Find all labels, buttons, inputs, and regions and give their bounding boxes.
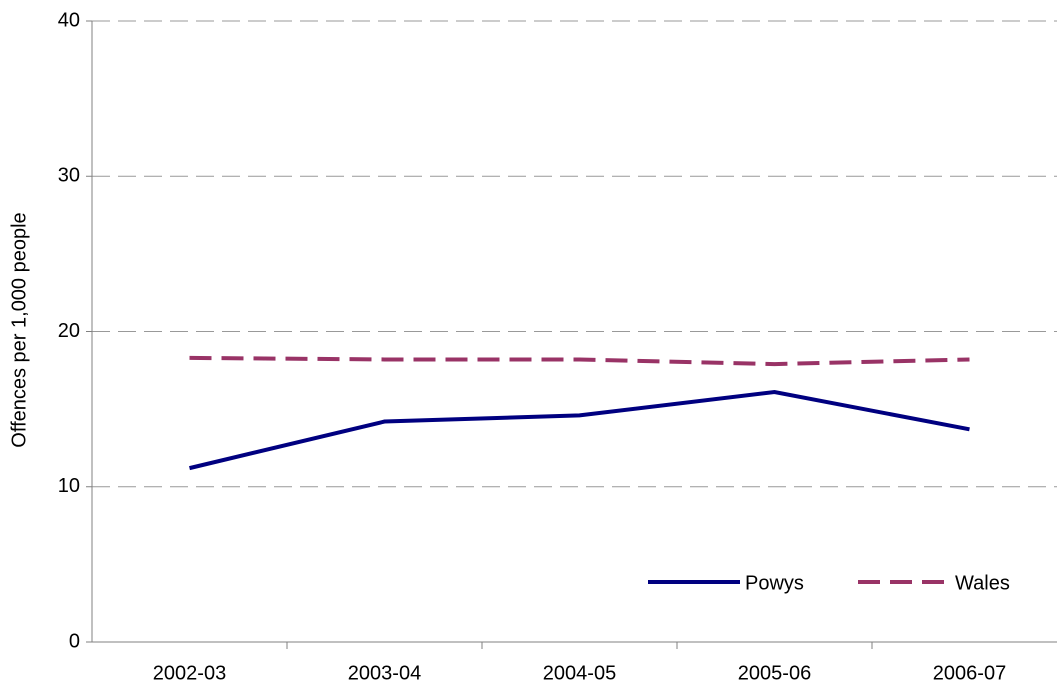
x-tick-label: 2002-03 bbox=[153, 662, 226, 684]
x-tick-label: 2003-04 bbox=[348, 662, 421, 684]
y-tick-label: 30 bbox=[58, 165, 80, 187]
legend-label: Wales bbox=[955, 572, 1010, 594]
y-tick-label: 0 bbox=[69, 630, 80, 652]
x-tick-label: 2006-07 bbox=[933, 662, 1006, 684]
y-axis-label: Offences per 1,000 people bbox=[8, 212, 30, 447]
y-tick-label: 40 bbox=[58, 9, 80, 31]
series-line bbox=[189, 355, 970, 367]
y-tick-label: 10 bbox=[58, 475, 80, 497]
x-tick-label: 2005-06 bbox=[738, 662, 811, 684]
legend-label: Powys bbox=[745, 572, 804, 594]
y-tick-label: 20 bbox=[58, 320, 80, 342]
x-tick-label: 2004-05 bbox=[543, 662, 616, 684]
series-line bbox=[189, 390, 970, 471]
